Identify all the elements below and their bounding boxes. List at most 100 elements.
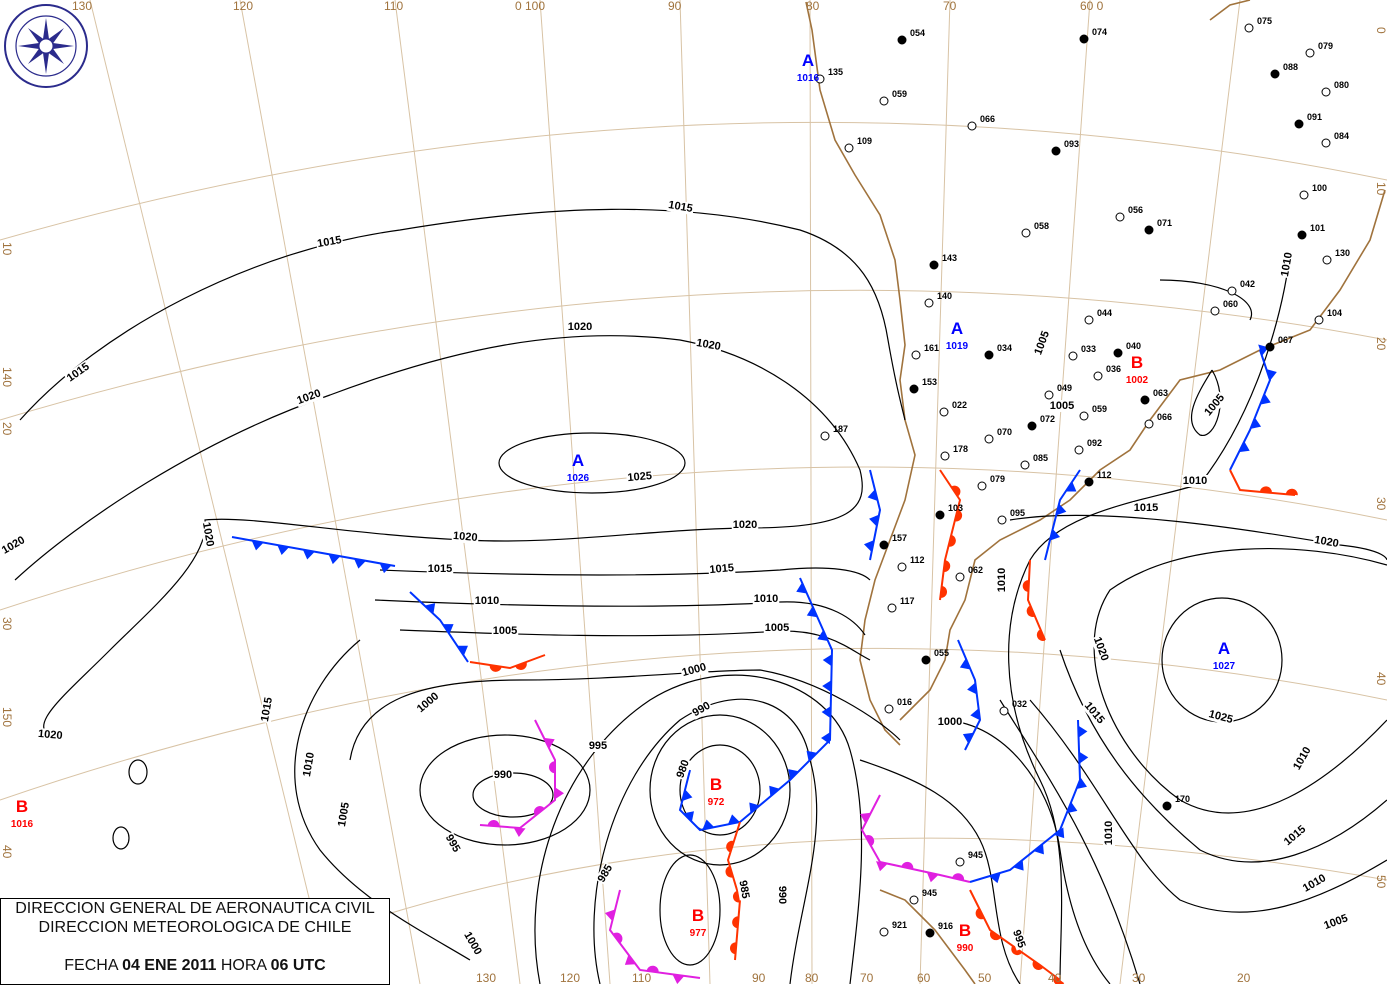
station-number: 916 — [938, 921, 953, 931]
front-line — [726, 821, 742, 961]
cloud-cover-icon — [921, 655, 931, 665]
grid-label-bottom: 30 — [1132, 971, 1146, 984]
grid-label-top: 80 — [806, 0, 820, 13]
front-semicircle — [948, 534, 956, 547]
station-number: 092 — [1087, 438, 1102, 448]
front-semicircle — [489, 664, 502, 672]
isobar-label-bg — [626, 469, 654, 485]
station-plot: 042 — [1227, 279, 1255, 296]
center-value: 1019 — [946, 341, 969, 352]
front-triangle — [970, 708, 981, 721]
station-plot: 054 — [897, 28, 925, 45]
isobar-label-bg — [752, 593, 780, 605]
front-line — [479, 719, 556, 830]
station-plot: 032 — [999, 699, 1027, 716]
cold-front — [957, 639, 982, 751]
front-triangle — [1079, 751, 1089, 764]
front-triangle — [672, 974, 685, 984]
station-number: 066 — [1157, 412, 1172, 422]
station-plot: 034 — [984, 343, 1012, 360]
pressure-center-low: B 990 — [957, 921, 974, 954]
cloud-cover-icon — [909, 384, 919, 394]
isobar-label-bg — [1048, 400, 1076, 412]
front-triangle — [869, 514, 880, 527]
station-plot: 080 — [1321, 80, 1349, 97]
station-plot: 157 — [879, 533, 907, 550]
grid-label-bottom: 70 — [860, 971, 874, 984]
front-triangle — [277, 545, 290, 555]
center-value: 1002 — [1126, 375, 1149, 386]
station-number: 945 — [968, 850, 983, 860]
front-line — [469, 654, 546, 670]
grid-label-left: 30 — [0, 617, 14, 631]
station-plot: 067 — [1265, 335, 1293, 352]
station-number: 062 — [968, 565, 983, 575]
station-plot: 036 — [1093, 364, 1121, 381]
isobar-label-bg — [36, 727, 64, 743]
cloud-cover-icon — [1020, 460, 1030, 470]
station-plot: 187 — [820, 424, 848, 441]
cloud-cover-icon — [884, 704, 894, 714]
front-semicircle — [940, 585, 948, 598]
grid-label-top: 130 — [72, 0, 92, 13]
station-number: 143 — [942, 253, 957, 263]
center-letter: A — [1218, 639, 1230, 658]
station-plot: 085 — [1020, 453, 1048, 470]
center-value: 977 — [690, 928, 707, 939]
station-plots: 054 059 066 093 109 135 143 140 161 153 178 187 157 1… — [815, 16, 1350, 938]
station-plot: 079 — [977, 474, 1005, 491]
station-number: 079 — [990, 474, 1005, 484]
isobar-label-bg — [300, 750, 318, 779]
station-number: 063 — [1153, 388, 1168, 398]
front-triangle — [1238, 441, 1250, 453]
cold-front — [678, 577, 834, 832]
front-triangle — [860, 812, 871, 824]
grid-label-right: 0 — [1374, 27, 1387, 34]
isobar-label-bg — [763, 622, 791, 634]
cloud-cover-icon — [897, 35, 907, 45]
cloud-cover-icon — [1068, 351, 1078, 361]
cold-front — [231, 536, 396, 574]
grid-label-right: 20 — [1374, 337, 1387, 351]
isobar-label-bg — [1081, 699, 1108, 728]
cloud-cover-icon — [1244, 23, 1254, 33]
isobar-label-bg — [1312, 533, 1341, 551]
isobar-label: 1015 — [709, 562, 734, 576]
cloud-cover-icon — [1044, 390, 1054, 400]
front-triangle — [1065, 481, 1077, 492]
station-plot: 109 — [844, 136, 872, 153]
isobar-label-bg — [1206, 707, 1236, 727]
cloud-cover-icon — [1144, 225, 1154, 235]
station-plot: 066 — [1144, 412, 1172, 429]
fecha-label: FECHA — [64, 957, 118, 974]
station-plot: 945 — [955, 850, 983, 867]
cloud-cover-icon — [844, 143, 854, 153]
grid-label-bottom: 20 — [1237, 971, 1251, 984]
cloud-cover-icon — [1270, 69, 1280, 79]
grid-label-top: 60 0 — [1080, 0, 1104, 13]
front-semicircle — [954, 509, 963, 522]
isobar-label: 1015 — [1134, 502, 1158, 514]
station-number: 059 — [892, 89, 907, 99]
isobar-label-bg — [0, 533, 28, 558]
isobar-label-bg — [63, 360, 93, 386]
grid-label-bottom: 50 — [978, 971, 992, 984]
isobar-label-bg — [595, 861, 616, 886]
isobar-label-bg — [587, 740, 609, 752]
station-number: 044 — [1097, 308, 1112, 318]
isobar-label-bg — [936, 716, 964, 728]
front-line — [409, 591, 469, 663]
station-plot: 921 — [879, 920, 907, 937]
station-number: 095 — [1010, 508, 1025, 518]
isobar-label: 1000 — [938, 716, 962, 728]
front-triangle — [624, 954, 636, 965]
cloud-cover-icon — [1299, 190, 1309, 200]
isobar-label-bg — [679, 660, 709, 680]
isobar-label: 1005 — [336, 801, 352, 827]
station-number: 022 — [952, 400, 967, 410]
front-semicircle — [549, 761, 555, 774]
grid-label-top: 90 — [668, 0, 682, 13]
station-number: 921 — [892, 920, 907, 930]
isobar-label: 1005 — [1032, 329, 1052, 356]
